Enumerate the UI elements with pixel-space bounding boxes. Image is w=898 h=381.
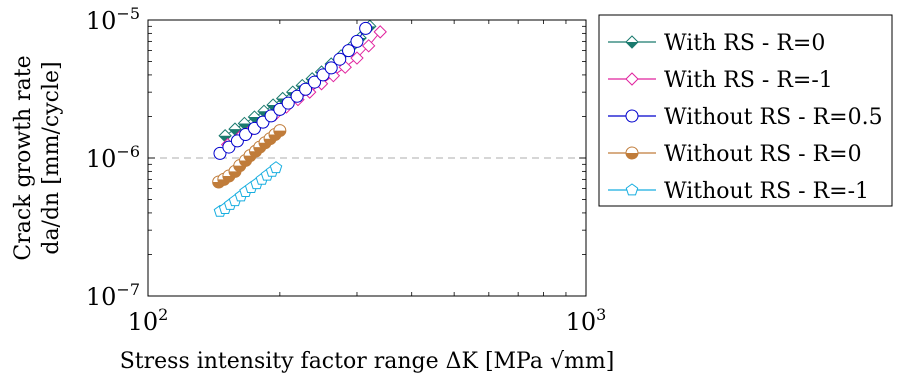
- legend-item: With RS - R=-1: [608, 68, 833, 93]
- legend: With RS - R=0 With RS - R=-1 Without RS - …: [598, 14, 893, 207]
- data-point: [269, 161, 283, 174]
- data-point: [333, 52, 347, 66]
- data-point-fill: [238, 123, 251, 130]
- y-tick-label: 10−6: [86, 142, 140, 173]
- data-point: [359, 21, 373, 35]
- data-point-fill: [229, 171, 242, 178]
- data-point: [316, 68, 330, 82]
- x-tick-label: 103: [566, 305, 607, 336]
- series-4: [213, 161, 283, 217]
- series-layer: [212, 20, 387, 217]
- legend-item: Without RS - R=0.5: [608, 105, 883, 130]
- data-point: [361, 39, 376, 53]
- series-3: [212, 124, 287, 189]
- data-point: [342, 44, 356, 58]
- legend-marker: [625, 72, 639, 86]
- legend-box: [598, 14, 893, 207]
- data-point: [350, 34, 364, 48]
- y-axis-label-line2: da/dn [mm/cycle]: [39, 61, 64, 254]
- legend-marker: [625, 109, 639, 123]
- legend-marker-fill: [626, 153, 638, 159]
- data-point: [290, 89, 304, 103]
- data-point: [350, 51, 364, 65]
- data-point: [264, 109, 278, 123]
- data-point-fill: [222, 176, 235, 183]
- data-point: [299, 82, 313, 96]
- data-point-fill: [233, 165, 246, 172]
- y-axis-label-line1: Crack growth rate: [11, 55, 36, 260]
- tick-labels: 102 103 10−7 10−6 10−5: [86, 4, 607, 336]
- data-point: [373, 25, 387, 39]
- data-point-fill: [248, 117, 261, 124]
- legend-item: Without RS - R=-1: [608, 179, 869, 204]
- data-point: [324, 61, 338, 75]
- legend-label: Without RS - R=-1: [664, 179, 869, 204]
- series-2: [213, 21, 373, 160]
- data-point: [239, 128, 253, 142]
- data-point: [308, 75, 322, 89]
- legend-label: Without RS - R=0.5: [664, 105, 883, 130]
- legend-label: Without RS - R=0: [664, 142, 862, 167]
- data-point-fill: [273, 130, 286, 137]
- data-point: [213, 146, 227, 160]
- data-point-fill: [229, 129, 242, 136]
- x-axis-label: Stress intensity factor range ΔK [MPa √m…: [120, 349, 615, 374]
- legend-item: Without RS - R=0: [608, 142, 862, 167]
- y-tick-label: 10−5: [86, 4, 140, 35]
- legend-item: With RS - R=0: [608, 31, 825, 56]
- data-point-fill: [219, 135, 232, 142]
- y-tick-label: 10−7: [86, 280, 140, 311]
- legend-label: With RS - R=0: [664, 31, 825, 56]
- legend-label: With RS - R=-1: [664, 68, 833, 93]
- legend-marker: [625, 183, 639, 196]
- x-tick-label: 102: [128, 305, 169, 336]
- data-point: [281, 96, 295, 110]
- tick-layer: [147, 20, 586, 297]
- legend-marker-fill: [626, 42, 638, 48]
